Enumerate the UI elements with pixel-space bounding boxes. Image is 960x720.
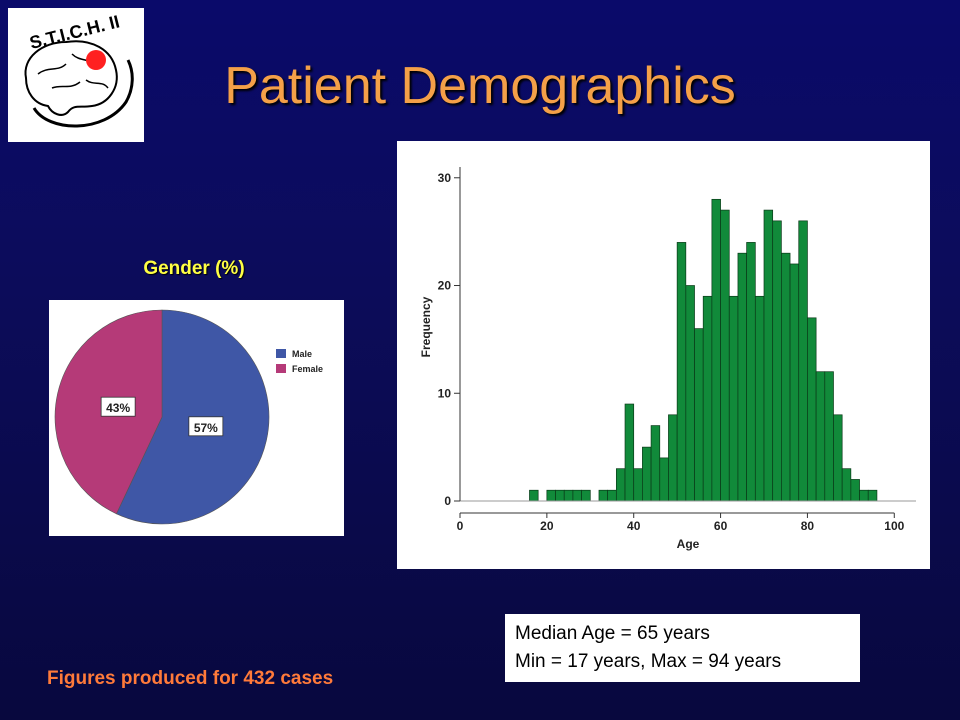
histogram-bar (720, 209, 730, 502)
x-tick-label: 0 (457, 519, 464, 533)
pie-label-male: 57% (194, 421, 218, 435)
histogram-bar (676, 242, 687, 502)
histogram-bar (650, 425, 661, 502)
legend-label-female: Female (292, 364, 323, 374)
histogram-bar (867, 489, 878, 502)
histogram-bar (615, 468, 626, 502)
x-tick-label: 20 (540, 519, 554, 533)
brain-outline (24, 40, 118, 116)
histogram-bar (711, 198, 721, 502)
histogram-bar (668, 414, 678, 502)
pie-slices (54, 309, 270, 525)
pie-label-box-female (100, 396, 136, 417)
gender-pie-chart: 57% 43% Male Female (49, 300, 344, 536)
histogram-svg: 0 10 20 30 0 20 40 60 80 100 Age Frequency (419, 167, 916, 551)
histogram-bar (598, 489, 609, 502)
histogram-axes: 0 10 20 30 0 20 40 60 80 100 (438, 167, 916, 533)
histogram-bar (798, 220, 808, 502)
logo-arc (32, 59, 134, 128)
histogram-bar (746, 242, 756, 502)
histogram-bar (833, 414, 843, 502)
histogram-bar (642, 446, 652, 502)
logo-text: S.T.I.C.H. II (27, 11, 121, 53)
histogram-bar (772, 220, 782, 502)
x-tick-label: 100 (884, 519, 904, 533)
pie-labels: 57% 43% (100, 396, 224, 437)
y-tick-label: 20 (438, 279, 452, 293)
histogram-bar (728, 295, 739, 502)
histogram-bar (581, 489, 591, 502)
gender-heading: Gender (%) (143, 258, 245, 279)
age-histogram: 0 10 20 30 0 20 40 60 80 100 Age Frequency (397, 141, 930, 569)
pie-label-box-male (188, 416, 224, 437)
histogram-bar (807, 317, 817, 502)
histogram-bar (850, 479, 860, 502)
histogram-bar (702, 295, 713, 502)
histogram-bar (546, 489, 556, 502)
y-tick-label: 0 (444, 494, 451, 508)
histogram-bar (789, 263, 800, 502)
histogram-bar (781, 252, 791, 502)
histogram-bar (633, 468, 643, 502)
histogram-bar (694, 328, 704, 502)
x-tick-label: 80 (801, 519, 815, 533)
pie-svg: 57% 43% Male Female (54, 309, 323, 525)
x-tick-label: 60 (714, 519, 728, 533)
histogram-bar (763, 209, 774, 502)
histogram-bar (737, 252, 747, 502)
histogram-bar (624, 403, 635, 502)
histogram-bars (529, 198, 878, 502)
y-axis-label: Frequency (419, 296, 433, 357)
histogram-bar (859, 489, 869, 502)
histogram-bar (754, 295, 765, 502)
legend-label-male: Male (292, 349, 312, 359)
legend-swatch-male (276, 349, 286, 358)
footer-note: Figures produced for 432 cases (47, 668, 334, 689)
histogram-bar (572, 489, 582, 502)
pie-label-female: 43% (106, 401, 130, 415)
min-max-age-text: Min = 17 years, Max = 94 years (515, 651, 782, 672)
legend-swatch-female (276, 364, 286, 373)
y-tick-label: 10 (438, 386, 452, 400)
age-stats-box: Median Age = 65 years Min = 17 years, Ma… (505, 614, 860, 682)
x-tick-label: 40 (627, 519, 641, 533)
histogram-bar (563, 489, 574, 502)
brain-folds (37, 53, 109, 89)
stich-logo: S.T.I.C.H. II (8, 8, 144, 142)
hemorrhage-dot (86, 50, 106, 70)
histogram-bar (815, 371, 826, 502)
pie-legend: Male Female (276, 349, 323, 374)
histogram-bar (555, 489, 565, 502)
histogram-bar (824, 371, 834, 502)
histogram-bar (841, 468, 852, 502)
histogram-bar (529, 489, 539, 502)
page-title: Patient Demographics (224, 57, 736, 115)
histogram-bar (685, 285, 695, 502)
median-age-text: Median Age = 65 years (515, 623, 710, 644)
histogram-bar (607, 489, 617, 502)
y-tick-label: 30 (438, 171, 452, 185)
x-axis-label: Age (677, 537, 700, 551)
histogram-bar (659, 457, 669, 502)
